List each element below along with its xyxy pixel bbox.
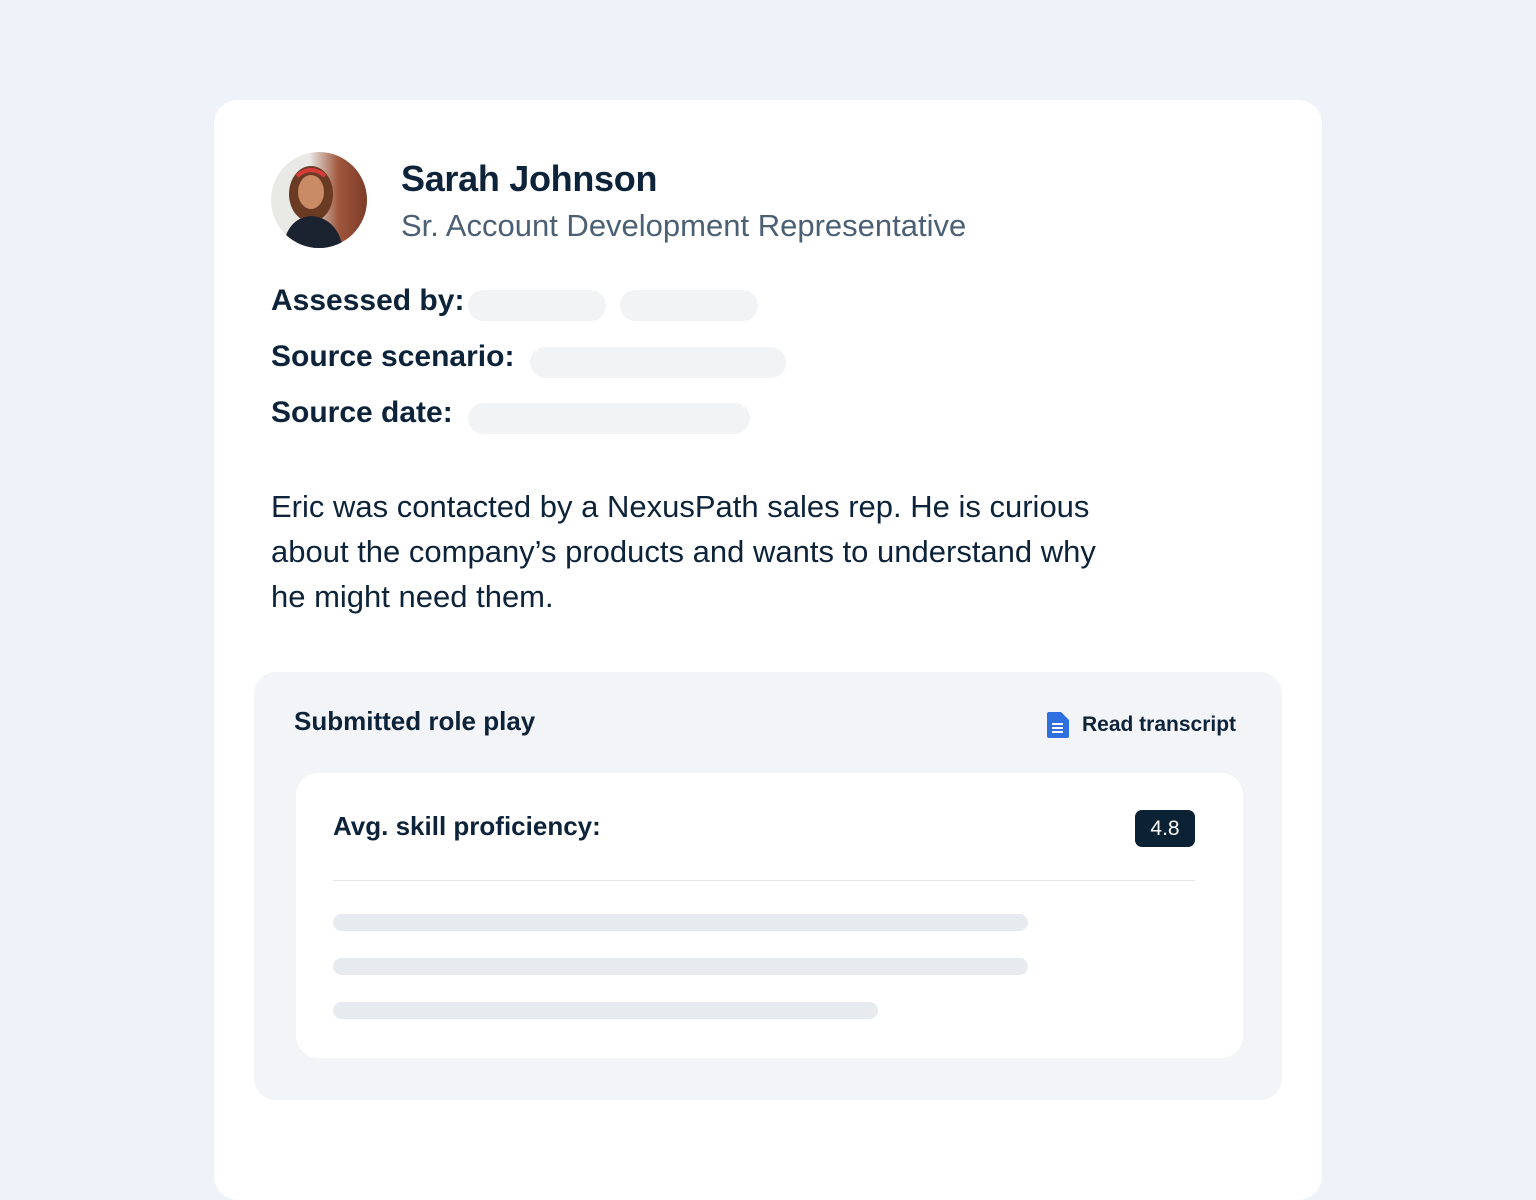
user-name: Sarah Johnson <box>401 158 658 199</box>
skill-placeholder-bar <box>333 1002 878 1019</box>
source-scenario-label: Source scenario: <box>271 340 515 373</box>
scenario-description: Eric was contacted by a NexusPath sales … <box>271 489 1096 614</box>
avatar <box>271 152 367 248</box>
divider <box>333 880 1195 881</box>
score-badge: 4.8 <box>1135 810 1195 847</box>
document-icon <box>1047 712 1069 738</box>
panel-title: Submitted role play <box>294 706 536 736</box>
skill-placeholder-bar <box>333 958 1028 975</box>
date-placeholder <box>468 403 750 434</box>
assessor-placeholder <box>468 290 606 321</box>
skill-placeholder-bar <box>333 914 1028 931</box>
scenario-placeholder <box>530 347 786 378</box>
assessed-by-label: Assessed by: <box>271 284 465 317</box>
source-date-label: Source date: <box>271 396 453 429</box>
read-transcript-link[interactable]: Read transcript <box>1046 712 1236 738</box>
avg-proficiency-label: Avg. skill proficiency: <box>333 811 601 841</box>
user-role: Sr. Account Development Representative <box>401 208 967 243</box>
assessor-placeholder <box>620 290 758 321</box>
read-transcript-label: Read transcript <box>1082 713 1237 736</box>
